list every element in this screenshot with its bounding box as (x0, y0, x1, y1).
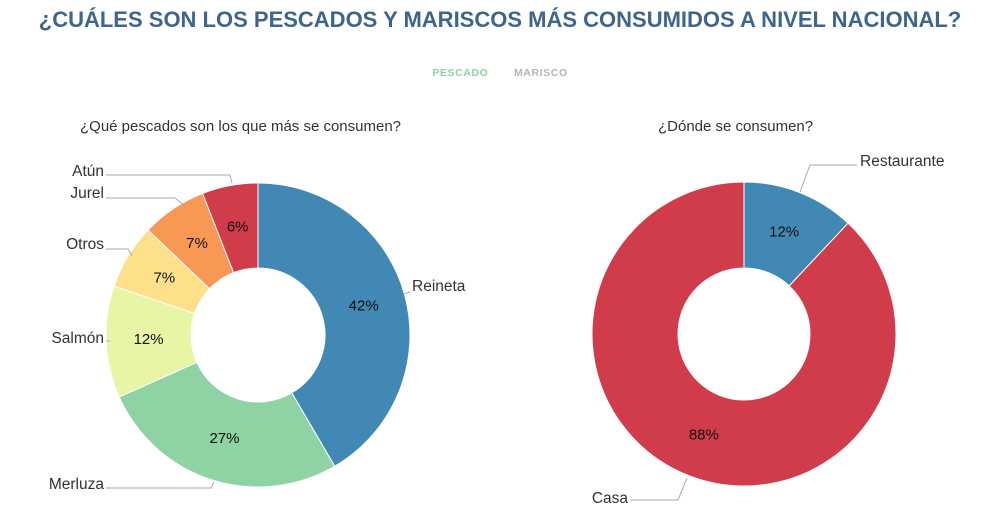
value-label: 12% (134, 331, 164, 348)
slice-casa[interactable] (591, 181, 897, 487)
chart-title-fish: ¿Qué pescados son los que más se consume… (80, 118, 402, 135)
leader-line (106, 197, 186, 207)
category-label: Reineta (412, 278, 466, 295)
value-label: 27% (209, 430, 239, 447)
donut-chart-0: 42% Reineta 27% Merluza 12% Salmón 7% Otros 7% Ju… (49, 163, 466, 493)
category-label: Casa (592, 490, 629, 507)
value-label: 12% (769, 224, 799, 241)
slice-reineta[interactable] (257, 182, 411, 467)
leader-line (630, 477, 688, 501)
tab-bar: PESCADO MARISCO (0, 67, 1000, 79)
category-label: Salmón (51, 330, 104, 347)
leader-line (403, 291, 411, 295)
value-label: 88% (689, 426, 719, 443)
chart-title-place: ¿Dónde se consumen? (658, 118, 814, 135)
leader-line (799, 164, 857, 193)
category-label: Merluza (49, 476, 105, 493)
category-label: Jurel (70, 185, 104, 202)
tab-marisco[interactable]: MARISCO (513, 67, 568, 79)
value-label: 42% (349, 297, 379, 314)
category-label: Restaurante (860, 153, 944, 170)
value-label: 6% (227, 218, 249, 235)
value-label: 7% (186, 235, 208, 252)
category-label: Otros (66, 236, 104, 253)
leader-line (106, 248, 133, 257)
value-label: 7% (153, 269, 175, 286)
page-title: ¿CUÁLES SON LOS PESCADOS Y MARISCOS MÁS … (38, 7, 962, 32)
slice-merluza[interactable] (118, 361, 336, 488)
leader-line (106, 481, 215, 489)
category-label: Atún (72, 163, 104, 180)
donut-chart-1: 12% Restaurante 88% Casa (591, 153, 944, 507)
slice-atún[interactable] (201, 182, 259, 274)
tab-pescado[interactable]: PESCADO (432, 67, 489, 79)
leader-line (106, 174, 233, 184)
